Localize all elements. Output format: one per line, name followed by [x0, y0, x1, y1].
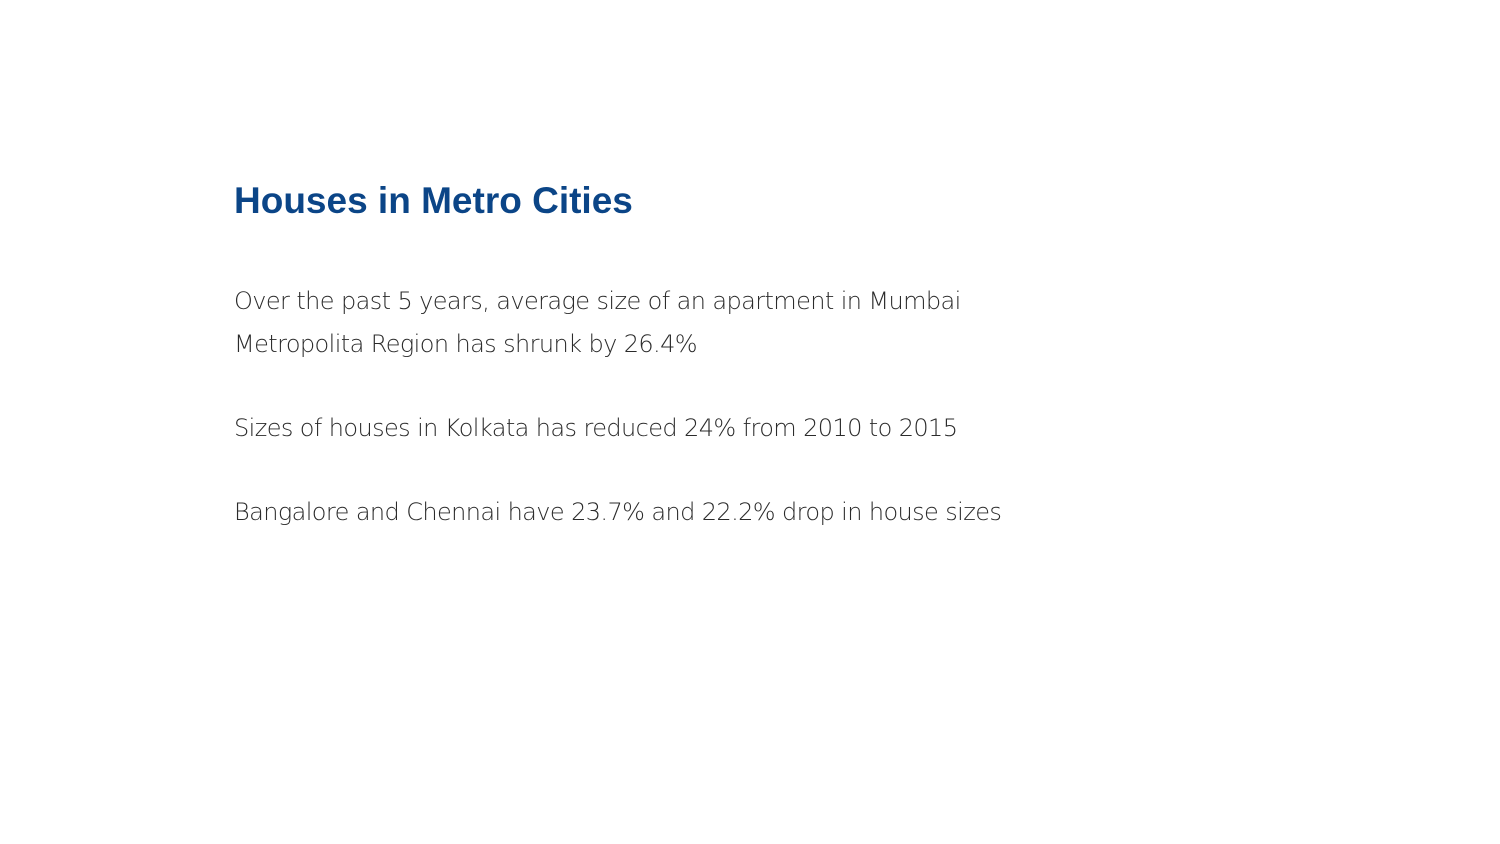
slide-title: Houses in Metro Cities — [234, 180, 633, 221]
paragraph-mumbai: Over the past 5 years, average size of a… — [234, 280, 1054, 366]
paragraph-bangalore-chennai: Bangalore and Chennai have 23.7% and 22.… — [234, 491, 1054, 534]
paragraph-line: Metropolita Region has shrunk by 26.4% — [234, 330, 698, 358]
paragraph-line: Bangalore and Chennai have 23.7% and 22.… — [234, 498, 1002, 526]
slide-body: Over the past 5 years, average size of a… — [234, 280, 1054, 534]
paragraph-line: Sizes of houses in Kolkata has reduced 2… — [234, 414, 958, 442]
paragraph-line: Over the past 5 years, average size of a… — [234, 287, 961, 315]
paragraph-kolkata: Sizes of houses in Kolkata has reduced 2… — [234, 407, 1054, 450]
